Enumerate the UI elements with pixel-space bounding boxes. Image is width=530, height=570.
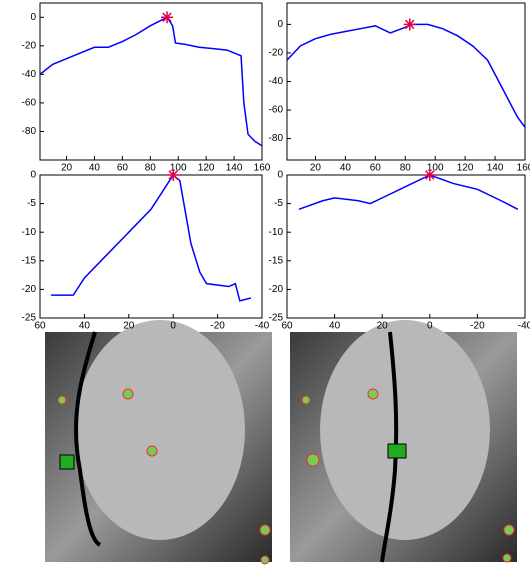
x-tick-label: -40 <box>255 321 270 332</box>
x-tick-label: 160 <box>517 163 530 174</box>
x-tick-label: 160 <box>254 163 271 174</box>
peak-marker <box>167 169 180 181</box>
photo-left <box>45 320 272 565</box>
x-tick-label: 120 <box>198 163 215 174</box>
y-tick-label: -40 <box>22 69 37 80</box>
y-tick-label: -5 <box>27 198 36 209</box>
x-tick-label: 60 <box>34 321 46 332</box>
x-tick-label: 0 <box>427 321 433 332</box>
y-tick-label: -60 <box>22 98 37 109</box>
y-tick-label: -15 <box>22 255 37 266</box>
y-tick-label: 0 <box>30 170 36 181</box>
line <box>39 16 263 147</box>
y-tick-label: -80 <box>22 126 37 137</box>
axes-box <box>39 2 263 161</box>
x-tick-label: 0 <box>170 321 176 332</box>
photo-right <box>290 320 517 563</box>
y-tick-label: 0 <box>277 19 283 30</box>
x-tick-label: 140 <box>226 163 243 174</box>
y-tick-label: 0 <box>30 12 36 23</box>
x-tick-label: -20 <box>470 321 485 332</box>
y-tick-label: -80 <box>269 133 284 144</box>
x-tick-label: 40 <box>89 163 101 174</box>
x-tick-label: 20 <box>61 163 73 174</box>
x-tick-label: 60 <box>281 321 293 332</box>
x-tick-label: 40 <box>340 163 352 174</box>
y-tick-label: -25 <box>269 313 284 324</box>
axes-box <box>286 2 526 161</box>
peak-stroke <box>425 170 435 180</box>
line <box>298 174 519 211</box>
x-tick-label: 40 <box>329 321 341 332</box>
y-tick-label: -60 <box>269 105 284 116</box>
x-tick-label: 20 <box>377 321 389 332</box>
x-tick-label: 120 <box>457 163 474 174</box>
x-tick-label: -40 <box>518 321 530 332</box>
x-tick-label: 80 <box>145 163 157 174</box>
y-tick-label: -20 <box>269 284 284 295</box>
x-tick-label: 100 <box>170 163 187 174</box>
x-tick-label: 40 <box>79 321 91 332</box>
y-tick-label: -10 <box>22 227 37 238</box>
x-tick-label: 60 <box>117 163 129 174</box>
y-tick-label: -15 <box>269 255 284 266</box>
peak-marker <box>403 18 416 31</box>
peak-marker <box>161 11 174 24</box>
x-tick-label: 20 <box>123 321 135 332</box>
y-tick-label: -20 <box>22 40 37 51</box>
peak-stroke <box>405 19 415 30</box>
y-tick-label: -5 <box>274 198 283 209</box>
peak-stroke <box>168 170 178 180</box>
x-tick-label: 140 <box>487 163 504 174</box>
axes-box <box>286 174 526 319</box>
peak-stroke <box>162 12 172 23</box>
peak-marker <box>423 169 436 181</box>
x-tick-label: 20 <box>310 163 322 174</box>
y-tick-label: -20 <box>22 284 37 295</box>
y-tick-label: 0 <box>277 170 283 181</box>
y-tick-label: -40 <box>269 76 284 87</box>
x-tick-label: 60 <box>370 163 382 174</box>
y-tick-label: -25 <box>22 313 37 324</box>
x-tick-label: 80 <box>400 163 412 174</box>
x-tick-label: 100 <box>427 163 444 174</box>
x-tick-label: -20 <box>210 321 225 332</box>
y-tick-label: -10 <box>269 227 284 238</box>
y-tick-label: -20 <box>269 48 284 59</box>
axes-box <box>39 174 263 319</box>
